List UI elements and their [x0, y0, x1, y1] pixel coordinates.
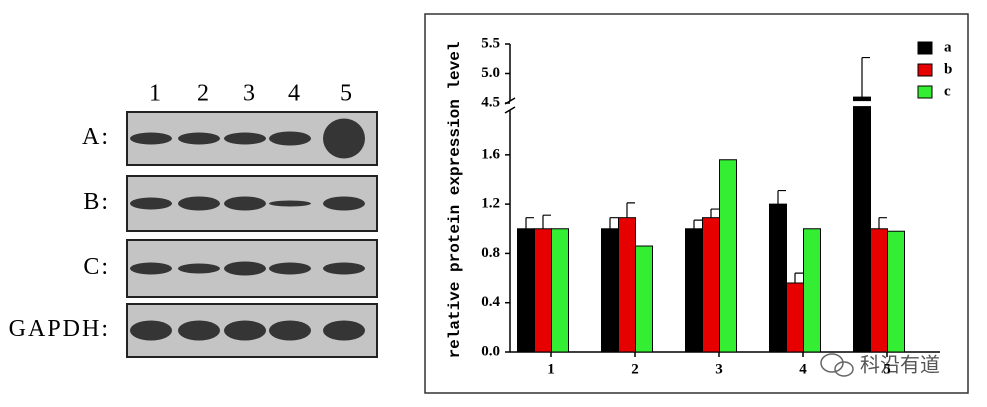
bar: [534, 228, 552, 353]
y-tick-label: 0.0: [481, 343, 500, 359]
bar: [635, 245, 653, 353]
lane-label: 3: [243, 81, 255, 107]
y-tick-label: 5.5: [481, 35, 500, 51]
blot-band: [224, 132, 266, 145]
blot-band: [323, 196, 365, 211]
watermark-icon: [820, 353, 854, 377]
blot-band: [224, 196, 266, 211]
bar-break: [852, 101, 872, 107]
legend-label: b: [944, 61, 952, 77]
blot-band: [269, 320, 311, 341]
legend-swatch: [917, 41, 933, 55]
blot-band: [269, 200, 311, 207]
error-bar: [525, 217, 534, 229]
bar: [685, 228, 703, 353]
error-bar: [609, 217, 618, 229]
blot-band: [130, 132, 172, 145]
x-tick-label: 4: [799, 361, 807, 377]
watermark: 科沿有道: [860, 353, 940, 377]
error-bar: [777, 189, 786, 205]
legend-swatch: [917, 63, 933, 77]
bar: [618, 217, 636, 353]
bar: [887, 230, 905, 353]
error-bar: [626, 202, 635, 218]
lane-label: 1: [149, 81, 161, 107]
row-label: GAPDH:: [9, 316, 110, 342]
error-bar: [878, 217, 887, 229]
blot-band: [323, 262, 365, 275]
x-tick-label: 5: [883, 361, 891, 377]
error-bar: [861, 56, 870, 98]
chart-frame: [424, 13, 969, 394]
y-tick-label: 0.8: [481, 245, 500, 261]
legend-label: a: [944, 39, 952, 55]
error-bar: [693, 219, 702, 229]
bar: [517, 228, 535, 353]
bar: [853, 96, 871, 353]
axis-break: [504, 97, 516, 114]
lane-label: 2: [197, 81, 209, 107]
lane-label: 5: [340, 81, 352, 107]
blot-band: [178, 320, 220, 341]
blot-band: [178, 263, 220, 274]
y-tick-label: 4.5: [481, 94, 500, 110]
bar: [786, 282, 804, 353]
bar: [769, 203, 787, 353]
error-bar: [710, 208, 719, 218]
blot-band: [269, 131, 311, 146]
blot-band: [323, 320, 365, 341]
blot-band: [323, 118, 365, 159]
y-axis-label: relative protein expression level: [446, 42, 464, 359]
row-label: A:: [82, 124, 110, 150]
row-label: B:: [83, 189, 110, 215]
bar: [870, 228, 888, 353]
error-bar: [542, 214, 551, 229]
y-tick-label: 5.0: [481, 65, 500, 81]
blot-band: [178, 196, 220, 211]
blot-band: [130, 197, 172, 210]
x-tick-label: 1: [547, 361, 555, 377]
blot-band: [224, 320, 266, 341]
blot-band: [224, 261, 266, 276]
bar: [803, 228, 821, 353]
bar: [702, 217, 720, 353]
bar: [601, 228, 619, 353]
y-tick-label: 0.4: [481, 294, 500, 310]
y-tick-label: 1.2: [481, 196, 500, 212]
x-tick-label: 2: [631, 361, 639, 377]
blot-band: [269, 262, 311, 275]
x-tick-label: 3: [715, 361, 723, 377]
y-tick-label: 1.6: [481, 146, 500, 162]
blot-band: [178, 132, 220, 145]
bar: [551, 228, 569, 353]
bar: [719, 159, 737, 353]
legend-swatch: [917, 85, 933, 99]
lane-label: 4: [288, 81, 300, 107]
legend-label: c: [944, 83, 951, 99]
blot-band: [130, 320, 172, 341]
blot-band: [130, 262, 172, 275]
row-label: C:: [83, 254, 110, 280]
error-bar: [794, 272, 803, 283]
